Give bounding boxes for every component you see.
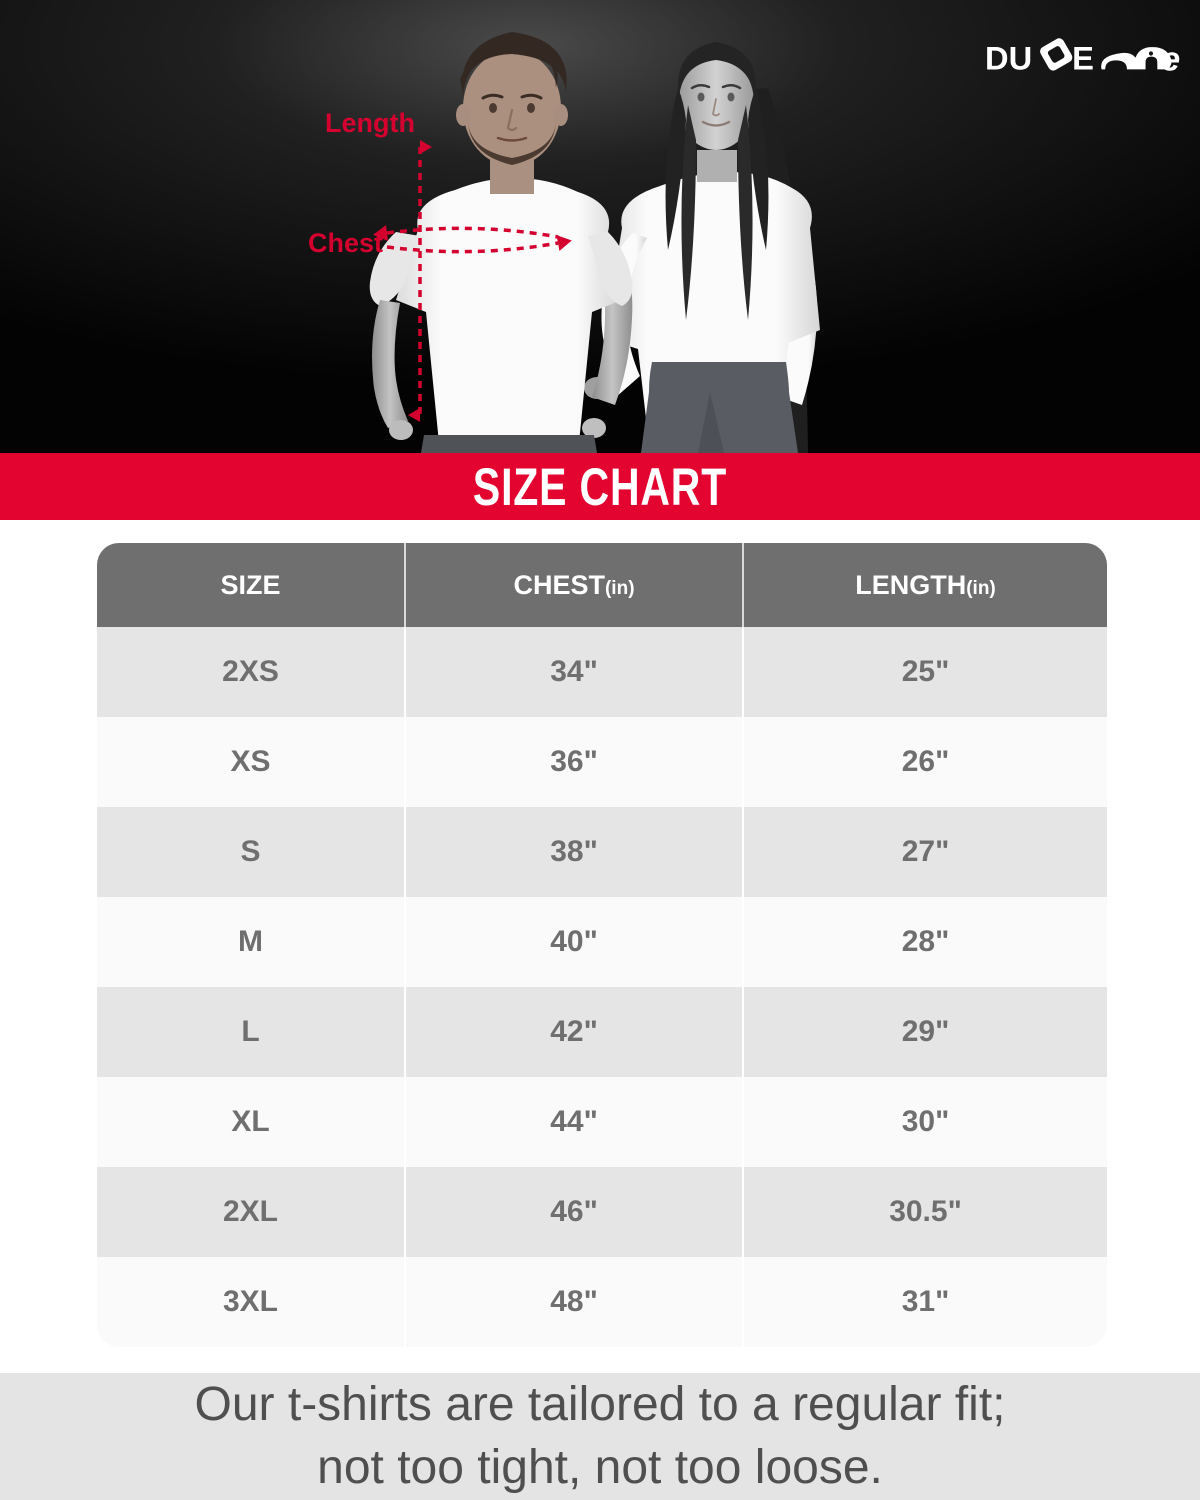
svg-text:Length: Length bbox=[325, 108, 415, 138]
svg-text:E: E bbox=[1072, 39, 1094, 76]
svg-text:DU: DU bbox=[985, 39, 1032, 76]
svg-text:e: e bbox=[1161, 40, 1180, 78]
svg-text:Chest: Chest bbox=[308, 228, 383, 258]
